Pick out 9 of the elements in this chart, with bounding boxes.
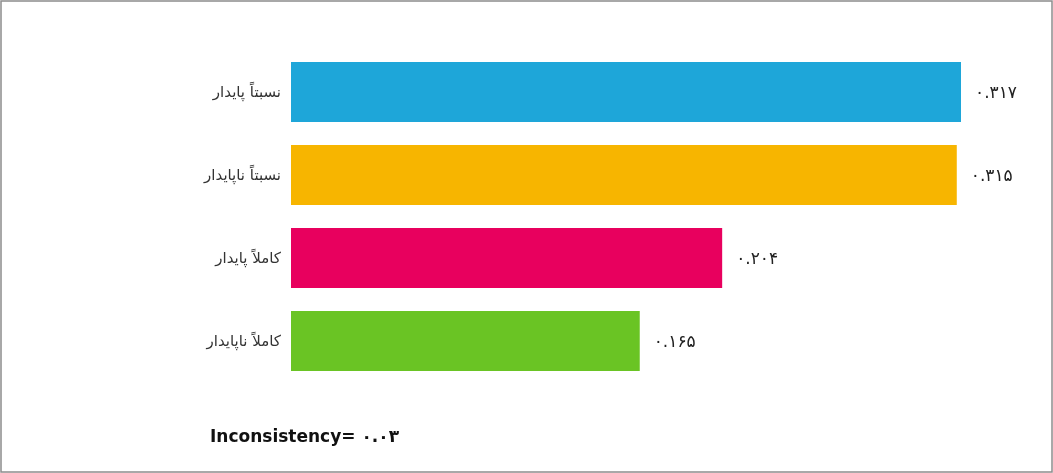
data-label: ۰.۲۰۴ [736, 248, 779, 268]
y-tick-label: کاملاً پایدار [214, 247, 282, 268]
y-tick-label: نسبتاً پایدار [211, 80, 281, 102]
text: Inconsistency= ۰.۰۳ [210, 426, 400, 446]
y-tick-label: نسبتاً ناپایدار [203, 163, 281, 185]
data-label: ۰.۱۶۵ [653, 331, 696, 351]
data-label: ۰.۳۱۵ [970, 165, 1013, 185]
y-tick-label: کاملاً ناپایدار [205, 330, 282, 351]
data-label: ۰.۳۱۷ [975, 82, 1017, 102]
